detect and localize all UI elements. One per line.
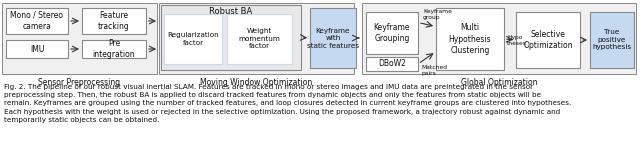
- Text: Hypo
theses: Hypo theses: [507, 35, 527, 46]
- Bar: [82, 8, 146, 34]
- Bar: [366, 12, 418, 54]
- Text: Selective
Optimization: Selective Optimization: [524, 30, 573, 50]
- Text: Keyframe
with
static features: Keyframe with static features: [307, 28, 359, 49]
- Bar: [6, 8, 68, 34]
- Text: Multi
Hypothesis
Clustering: Multi Hypothesis Clustering: [449, 23, 492, 55]
- Bar: [227, 14, 292, 64]
- Text: Regularization
factor: Regularization factor: [167, 32, 219, 46]
- Bar: [366, 57, 418, 71]
- Bar: [6, 40, 68, 58]
- Text: True
positive
hypothesis: True positive hypothesis: [593, 30, 632, 51]
- Text: Sensor Preprocessing: Sensor Preprocessing: [38, 78, 120, 87]
- Text: Moving Window Optimization: Moving Window Optimization: [200, 78, 312, 87]
- Bar: [516, 12, 580, 68]
- Bar: [590, 12, 634, 68]
- Text: Mono / Stereo
camera: Mono / Stereo camera: [10, 11, 63, 31]
- Text: DBoW2: DBoW2: [378, 59, 406, 69]
- Text: Robust BA: Robust BA: [209, 7, 253, 17]
- Text: Matched
pairs: Matched pairs: [421, 65, 447, 76]
- Text: IMU: IMU: [30, 45, 44, 53]
- Text: Global Optimization: Global Optimization: [461, 78, 537, 87]
- Text: Feature
tracking: Feature tracking: [98, 11, 130, 31]
- Text: Weight
momentum
factor: Weight momentum factor: [239, 28, 280, 49]
- Bar: [159, 3, 354, 74]
- Bar: [362, 3, 636, 74]
- Text: Fig. 2. The pipeline of our robust visual inertial SLAM. Features are tracked in: Fig. 2. The pipeline of our robust visua…: [4, 84, 572, 123]
- Text: Keyframe
group: Keyframe group: [423, 9, 452, 20]
- Bar: [82, 40, 146, 58]
- Bar: [2, 3, 157, 74]
- Bar: [436, 8, 504, 70]
- Bar: [164, 14, 222, 64]
- Text: Pre
integration: Pre integration: [93, 39, 135, 59]
- Text: Keyframe
Grouping: Keyframe Grouping: [374, 23, 410, 43]
- Bar: [310, 8, 356, 68]
- Bar: [161, 5, 301, 70]
